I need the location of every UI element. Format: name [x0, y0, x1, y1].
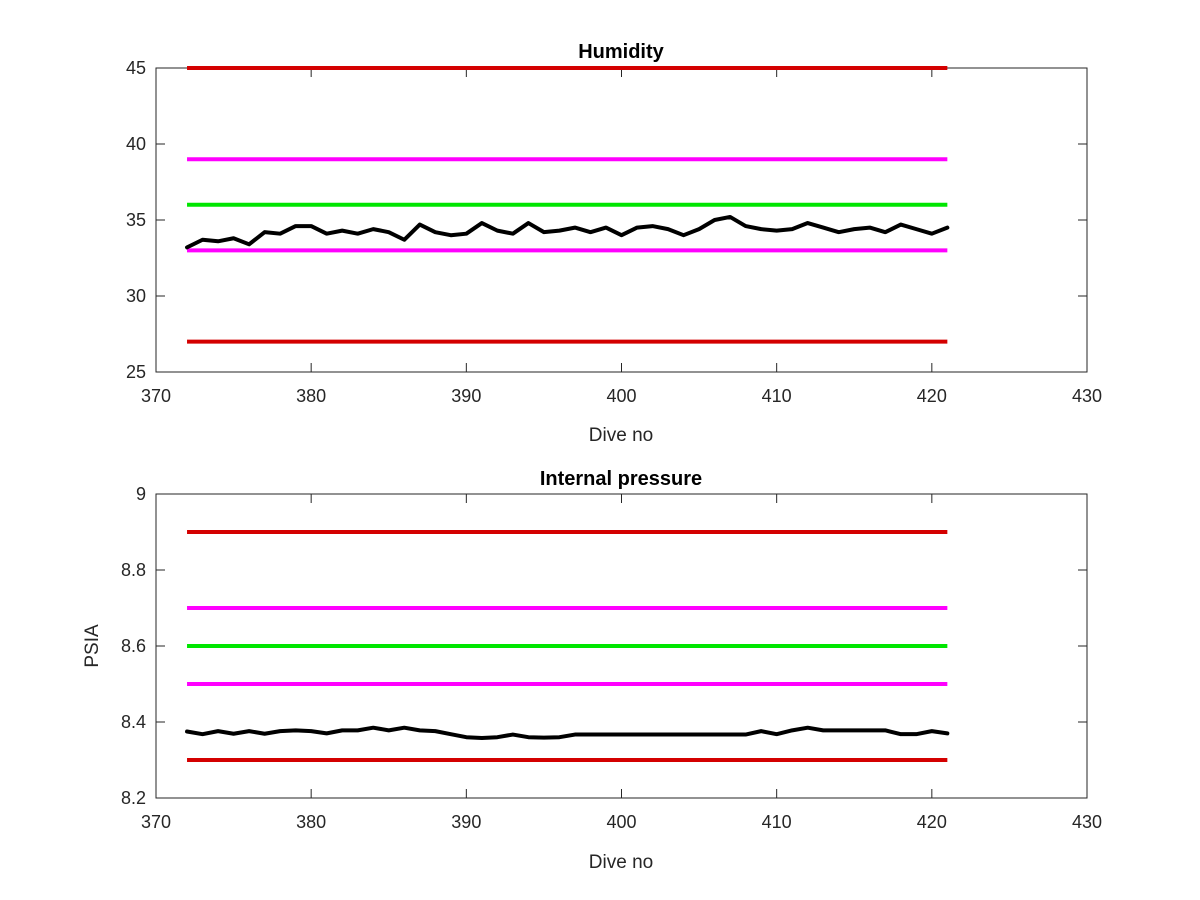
humidity-x-axis-label: Dive no [589, 425, 653, 446]
pressure-title: Internal pressure [540, 468, 702, 490]
pressure-x-tick-label: 380 [296, 812, 326, 832]
pressure-x-tick-label: 400 [606, 812, 636, 832]
pressure-y-tick-labels: 8.2 8.4 8.6 8.8 9 [121, 484, 146, 808]
humidity-x-tick-label: 430 [1072, 386, 1102, 406]
pressure-x-axis-label: Dive no [589, 852, 653, 873]
humidity-y-tick-label: 45 [126, 58, 146, 78]
humidity-data-line [185, 214, 950, 250]
pressure-y-tick-label: 8.4 [121, 712, 146, 732]
humidity-y-tick-label: 35 [126, 210, 146, 230]
humidity-x-tick-labels: 370 380 390 400 410 420 430 [141, 386, 1102, 406]
pressure-x-tick-label: 420 [917, 812, 947, 832]
pressure-y-tick-label: 9 [136, 484, 146, 504]
humidity-threshold-lines [187, 66, 948, 344]
pressure-y-tick-label: 8.6 [121, 636, 146, 656]
humidity-x-tick-label: 370 [141, 386, 171, 406]
pressure-series [185, 725, 950, 740]
pressure-x-tick-labels: 370 380 390 400 410 420 430 [141, 812, 1102, 832]
pressure-threshold-lines [187, 530, 948, 762]
humidity-subplot: 370 380 390 400 410 420 430 25 30 35 40 45 Humidit… [126, 41, 1102, 446]
pressure-tick-marks [155, 493, 1088, 799]
pressure-y-axis-label: PSIA [82, 624, 103, 668]
pressure-subplot: 370 380 390 400 410 420 430 8.2 8.4 8.6 8.8 9 Inte… [82, 468, 1102, 873]
pressure-y-tick-label: 8.8 [121, 560, 146, 580]
humidity-y-tick-label: 30 [126, 286, 146, 306]
pressure-x-tick-label: 430 [1072, 812, 1102, 832]
pressure-x-tick-label: 390 [451, 812, 481, 832]
humidity-x-tick-label: 390 [451, 386, 481, 406]
humidity-x-tick-label: 380 [296, 386, 326, 406]
pressure-y-tick-label: 8.2 [121, 788, 146, 808]
humidity-y-tick-labels: 25 30 35 40 45 [126, 58, 146, 382]
pressure-x-tick-label: 370 [141, 812, 171, 832]
humidity-series [185, 214, 950, 250]
humidity-title: Humidity [578, 41, 664, 63]
pressure-x-tick-label: 410 [762, 812, 792, 832]
humidity-y-tick-label: 40 [126, 134, 146, 154]
humidity-x-tick-label: 400 [606, 386, 636, 406]
humidity-x-tick-label: 420 [917, 386, 947, 406]
pressure-data-line [185, 725, 950, 740]
humidity-y-tick-label: 25 [126, 362, 146, 382]
humidity-x-tick-label: 410 [762, 386, 792, 406]
humidity-axes-box [155, 67, 1088, 373]
